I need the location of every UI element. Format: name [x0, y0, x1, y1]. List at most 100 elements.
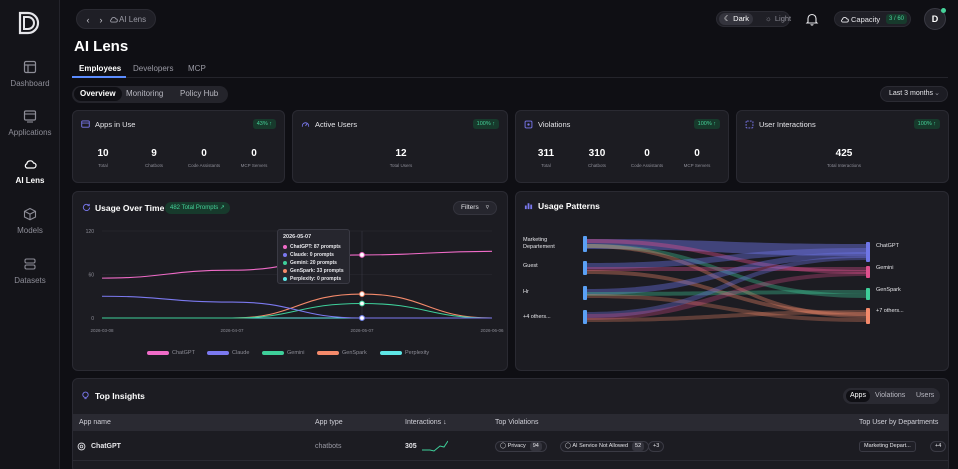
- legend-item-chatgpt[interactable]: ChatGPT: [147, 350, 195, 356]
- stat-label: Total Interactions: [826, 163, 862, 168]
- tooltip-date: 2026-05-07: [283, 234, 312, 240]
- tab-mcp[interactable]: MCP: [188, 64, 206, 73]
- breadcrumb-label[interactable]: AI Lens: [119, 15, 147, 24]
- stat-label: MCP Servers: [683, 163, 711, 168]
- app-logo[interactable]: [17, 11, 41, 35]
- data-point-chatgpt[interactable]: [359, 252, 365, 258]
- more-violations-chip[interactable]: +3: [648, 441, 665, 452]
- sankey-node-others-right[interactable]: [866, 308, 870, 324]
- theme-dark-label: Dark: [733, 14, 749, 23]
- stat-label: Code Assistants: [187, 163, 221, 168]
- online-status-dot: [941, 8, 946, 13]
- sun-icon: ☼: [765, 14, 772, 23]
- stat-value: 12: [395, 148, 407, 159]
- sidebar-item-label: Applications: [8, 128, 52, 137]
- chatgpt-logo-icon: [77, 442, 86, 451]
- sidebar-item-models[interactable]: Models: [0, 207, 60, 235]
- data-point-gemini[interactable]: [359, 300, 365, 307]
- card-violations[interactable]: Violations 100% ↑ 311 Total 310 Chatbots 0…: [515, 110, 729, 183]
- stat-total-interactions: 425 Total Interactions: [814, 148, 874, 168]
- card-active-users[interactable]: Active Users 100% ↑ 12 Total Users: [292, 110, 508, 183]
- insights-tab-apps[interactable]: Apps: [846, 390, 870, 402]
- violation-label: AI Service Not Allowed: [572, 443, 629, 449]
- column-header-interactions[interactable]: Interactions ↓: [405, 419, 447, 426]
- series-line-gemini[interactable]: [102, 302, 493, 319]
- card-apps-in-use[interactable]: Apps in Use 43% ↑ 10 Total 9 Chatbots 0 Cod…: [72, 110, 285, 183]
- legend-item-gemini[interactable]: Gemini: [262, 350, 304, 356]
- stat-value: 310: [588, 148, 606, 159]
- insights-tab-users[interactable]: Users: [916, 392, 935, 399]
- interactions-sparkline: [422, 440, 448, 452]
- sankey-node-genspark[interactable]: [866, 288, 870, 300]
- legend-item-perplexity[interactable]: Perplexity: [380, 350, 429, 356]
- column-header-top-violations[interactable]: Top Violations: [495, 419, 539, 426]
- sankey-diagram: [583, 236, 870, 324]
- tab-employees[interactable]: Employees: [79, 64, 122, 73]
- column-header-app-name[interactable]: App name: [79, 419, 111, 426]
- violation-chip-privacy[interactable]: ◯ Privacy 94: [495, 441, 547, 452]
- more-departments-chip[interactable]: +4: [930, 441, 947, 452]
- legend-label: Perplexity: [405, 350, 430, 356]
- app-name[interactable]: ChatGPT: [91, 443, 121, 450]
- filters-button[interactable]: Filters ▿: [453, 201, 497, 215]
- column-header-top-user-departments[interactable]: Top User by Departments: [859, 419, 939, 426]
- stat-chatbots: 9 Chatbots: [124, 148, 184, 168]
- subtab-monitoring[interactable]: Monitoring: [126, 89, 164, 98]
- stat-code-assistants: 0 Code Assistants: [174, 148, 234, 168]
- sidebar-item-dashboard[interactable]: Dashboard: [0, 60, 60, 88]
- violation-chip-ai-service[interactable]: ◯ AI Service Not Allowed 52: [560, 441, 650, 452]
- insights-tab-violations[interactable]: Violations: [875, 392, 906, 399]
- sankey-node-others-left[interactable]: [583, 310, 587, 324]
- avatar[interactable]: D: [924, 8, 946, 30]
- theme-toggle[interactable]: ☾ Dark ☼ Light: [716, 11, 791, 27]
- column-header-app-type[interactable]: App type: [315, 419, 343, 426]
- sankey-label-others-right: +7 others...: [876, 308, 904, 314]
- card-user-interactions[interactable]: User Interactions 100% ↑ 425 Total Intera…: [736, 110, 949, 183]
- bell-icon[interactable]: [805, 12, 819, 26]
- sidebar: Dashboard Applications AI Lens Models Da…: [0, 0, 60, 469]
- violation-count: 94: [529, 442, 542, 451]
- series-line-genspark[interactable]: [102, 293, 493, 319]
- subtab-policy-hub[interactable]: Policy Hub: [180, 89, 219, 98]
- sankey-node-gemini[interactable]: [866, 266, 870, 278]
- table-row[interactable]: ChatGPT chatbots 305 ◯ Privacy 94 ◯ AI Se…: [72, 431, 948, 461]
- theme-light-option[interactable]: ☼ Light: [765, 13, 791, 25]
- database-icon: [24, 258, 36, 270]
- sankey-flow: [587, 256, 866, 318]
- shield-icon: [524, 120, 533, 129]
- stat-value: 311: [537, 148, 555, 159]
- sidebar-item-datasets[interactable]: Datasets: [0, 257, 60, 285]
- app-window-icon: [23, 110, 37, 123]
- sidebar-item-label: Models: [17, 226, 43, 235]
- stat-total: 311 Total: [516, 148, 576, 168]
- tooltip-row: Claude: 0 prompts: [283, 251, 344, 259]
- forward-arrow-icon[interactable]: ›: [99, 15, 103, 25]
- legend-swatch: [262, 350, 284, 355]
- sidebar-item-ai-lens[interactable]: AI Lens: [0, 157, 60, 185]
- sankey-flow: [587, 270, 866, 316]
- sankey-label-genspark: GenSpark: [876, 287, 901, 293]
- legend-item-claude[interactable]: Claude: [207, 350, 249, 356]
- sankey-node-guest[interactable]: [583, 261, 587, 275]
- theme-dark-option[interactable]: ☾ Dark: [719, 13, 753, 25]
- data-point-genspark[interactable]: [359, 291, 365, 297]
- sidebar-item-applications[interactable]: Applications: [0, 109, 60, 137]
- stat-label: Total: [98, 163, 108, 168]
- page-title: AI Lens: [74, 38, 129, 55]
- series-line-claude[interactable]: [101, 295, 492, 319]
- capacity-indicator[interactable]: Capacity 3 / 60: [834, 11, 911, 27]
- legend-item-genspark[interactable]: GenSpark: [317, 350, 367, 356]
- sankey-node-marketing[interactable]: [583, 236, 587, 252]
- tab-developers[interactable]: Developers: [133, 64, 174, 73]
- data-point-claude[interactable]: [359, 315, 365, 321]
- stat-label: Chatbots: [587, 163, 606, 168]
- legend-swatch: [317, 350, 339, 355]
- x-tick-label: 2026-06-06: [480, 328, 504, 333]
- sankey-node-hr[interactable]: [583, 286, 587, 300]
- subtab-overview[interactable]: Overview: [74, 87, 122, 101]
- back-arrow-icon[interactable]: ‹: [86, 15, 90, 25]
- department-chip[interactable]: Marketing Depart...: [859, 441, 916, 452]
- date-range-select[interactable]: Last 3 months ⌄: [880, 86, 948, 102]
- sankey-node-chatgpt[interactable]: [866, 242, 870, 262]
- tooltip-row-text: Perplexity: 0 prompts: [290, 276, 342, 282]
